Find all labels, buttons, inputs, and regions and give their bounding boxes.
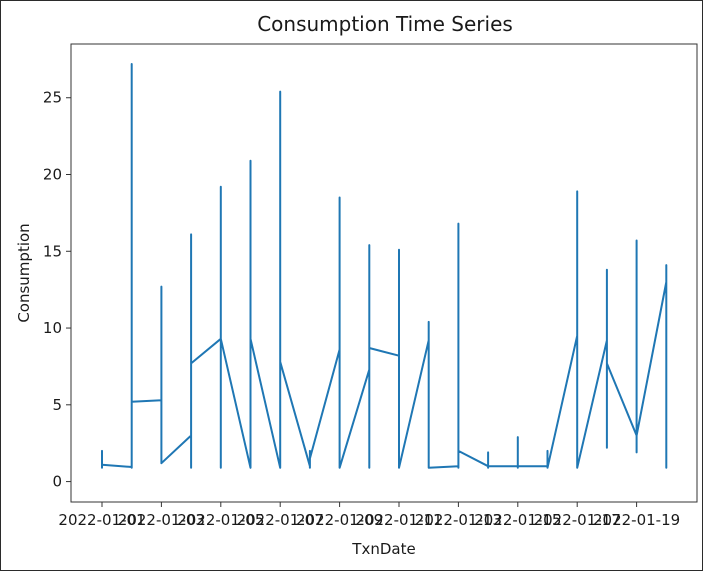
x-tick-label: 2022-01-11 [355,511,442,529]
x-tick-label: 2022-01-07 [237,511,324,529]
x-tick-label: 2022-01-15 [474,511,561,529]
y-axis: 0 5 10 15 20 25 [43,89,71,491]
x-tick-label: 2022-01-13 [415,511,502,529]
x-axis: 2022-01-012022-01-032022-01-052022-01-07… [58,502,680,529]
y-tick-label: 20 [43,166,62,184]
x-tick-label: 2022-01-01 [58,511,145,529]
x-tick-label: 2022-01-19 [593,511,680,529]
x-tick-label: 2022-01-17 [534,511,621,529]
y-tick-label: 0 [52,473,62,491]
y-tick-label: 15 [43,242,62,260]
x-axis-label: TxnDate [351,540,415,558]
y-axis-label: Consumption [15,223,33,322]
series-line [101,63,668,469]
chart-title: Consumption Time Series [257,12,513,36]
x-tick-label: 2022-01-05 [177,511,264,529]
plot-area [70,43,698,503]
x-tick-label: 2022-01-09 [296,511,383,529]
y-tick-label: 10 [43,319,62,337]
y-tick-label: 25 [43,89,62,107]
x-tick-label: 2022-01-03 [118,511,205,529]
y-tick-label: 5 [52,396,62,414]
